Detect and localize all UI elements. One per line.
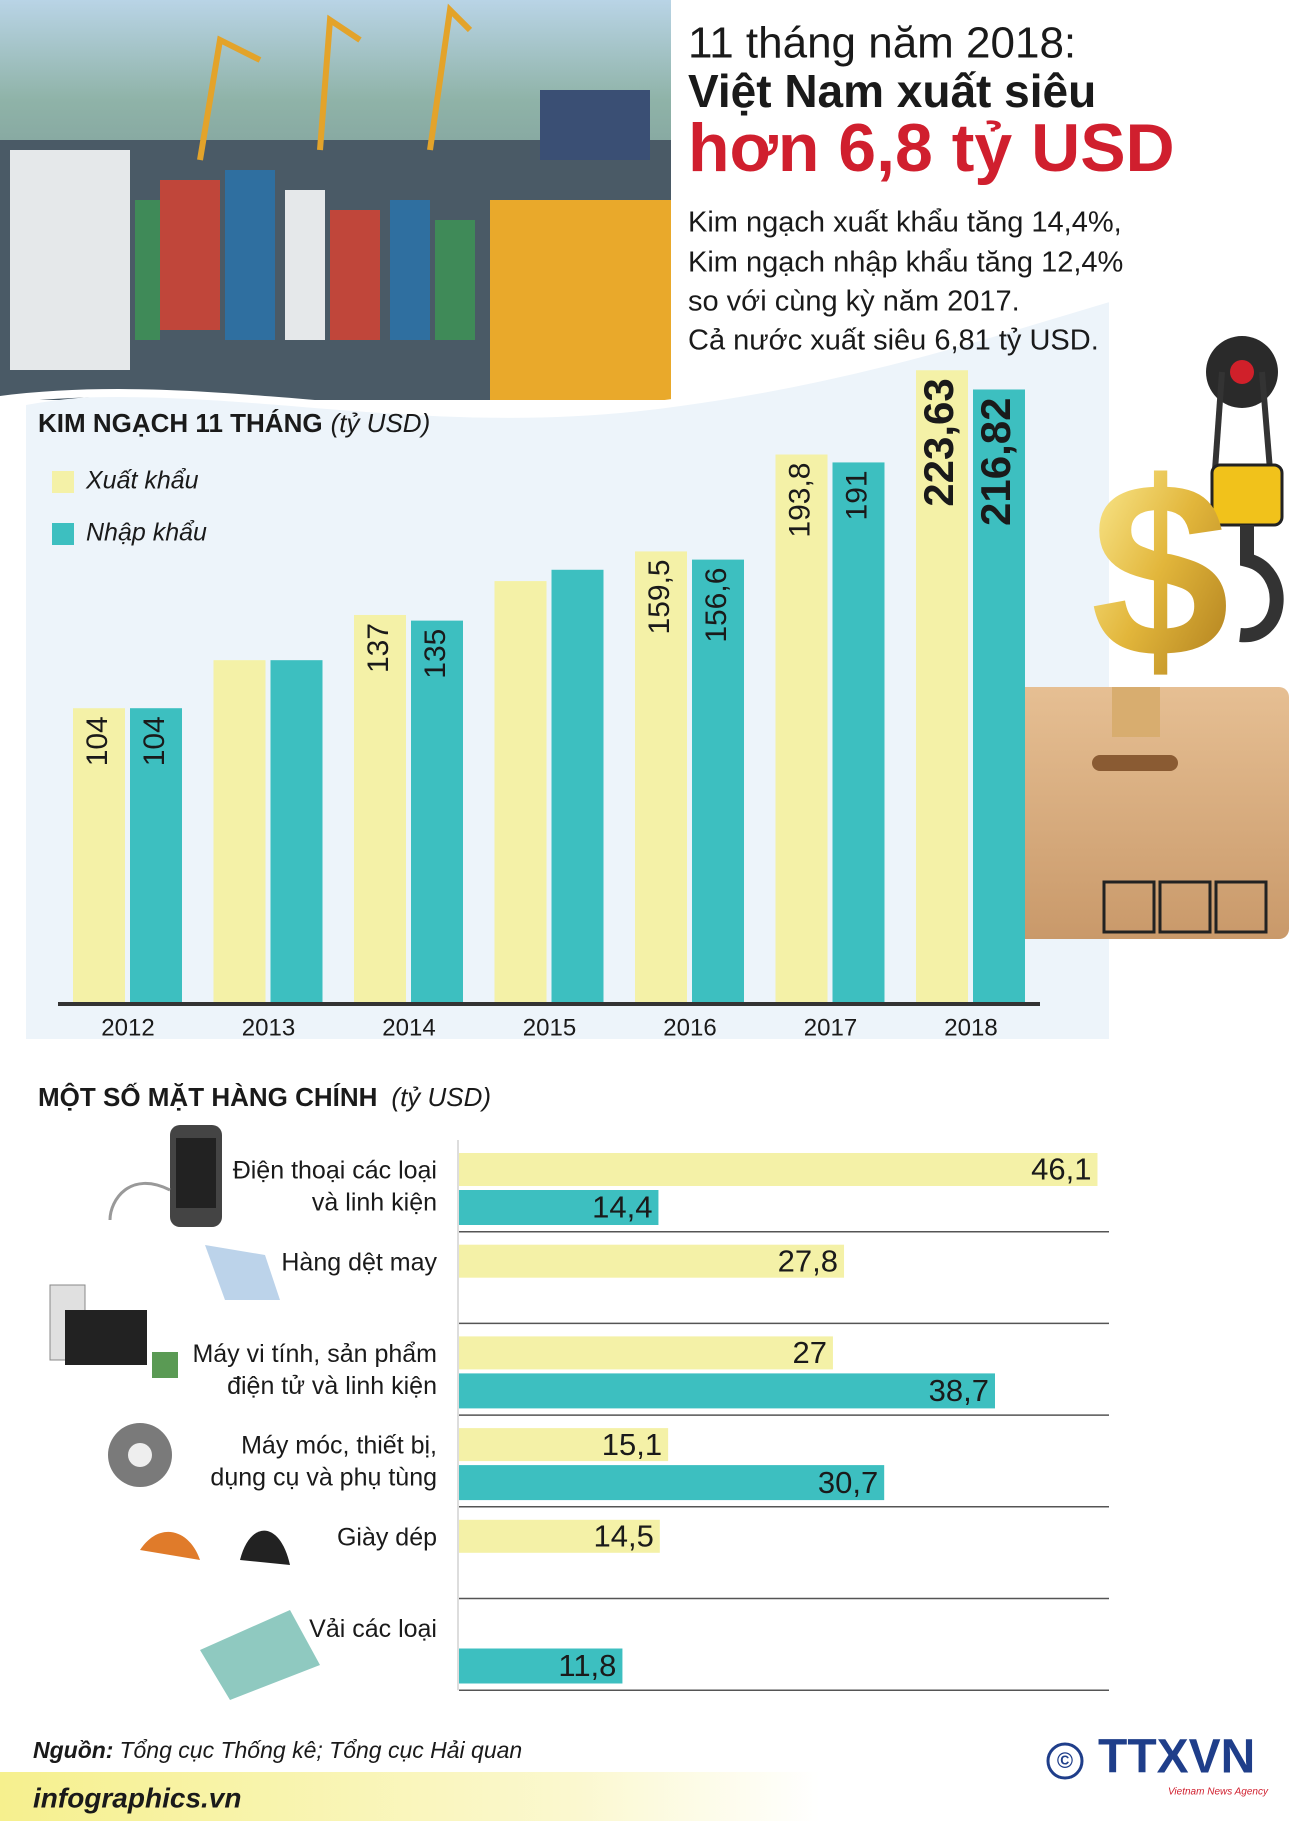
plot: 104 104 2012 2013 137 135 2014 2015 159,5 156,6 20…	[58, 370, 1109, 1691]
value-label: 27	[792, 1335, 826, 1370]
category-label: điện tử và linh kiện	[227, 1372, 437, 1400]
bar	[130, 708, 182, 1002]
chart-unit: (tỷ USD)	[391, 1082, 491, 1112]
bar	[73, 708, 125, 1002]
chart-title: KIM NGẠCH 11 THÁNG (tỷ USD)	[38, 408, 430, 438]
value-label: 14,4	[592, 1190, 652, 1225]
legend: Xuất khẩu Nhập khẩu	[52, 467, 207, 547]
value-label: 223,63	[915, 378, 962, 506]
category-label: dụng cụ và phụ tùng	[210, 1464, 437, 1492]
bar	[459, 1373, 995, 1409]
copyright: ©	[1057, 1748, 1073, 1773]
value-label: 14,5	[593, 1518, 653, 1553]
value-label: 137	[362, 623, 395, 673]
x-tick-label: 2018	[944, 1014, 997, 1041]
legend-swatch	[52, 523, 74, 545]
value-label: 30,7	[818, 1465, 878, 1500]
bar	[635, 551, 687, 1002]
title-highlight: hơn 6,8 tỷ USD	[688, 110, 1175, 186]
bar	[459, 1519, 660, 1553]
value-label: 156,6	[700, 568, 733, 643]
bar	[459, 1336, 833, 1370]
legend-swatch	[52, 471, 74, 493]
category-label: Điện thoại các loại	[233, 1157, 437, 1185]
legend-label: Nhập khẩu	[86, 519, 207, 547]
copyright-ring	[1046, 1742, 1084, 1780]
panel-edge	[0, 294, 1111, 418]
value-label: 11,8	[558, 1648, 616, 1683]
chart-title: MỘT SỐ MẶT HÀNG CHÍNH (tỷ USD)	[38, 1082, 491, 1112]
x-tick-label: 2013	[242, 1014, 295, 1041]
value-label: 216,82	[972, 397, 1019, 525]
website: infographics.vn	[33, 1782, 241, 1813]
bar	[494, 581, 547, 1002]
bar	[459, 1648, 623, 1684]
x-tick-label: 2017	[804, 1014, 857, 1041]
value-label: 38,7	[929, 1373, 989, 1408]
logo: TTXVN	[1098, 1731, 1255, 1784]
category-label: Giày dép	[337, 1523, 437, 1551]
description-line: Cả nước xuất siêu 6,81 tỷ USD.	[688, 325, 1099, 357]
source: Nguồn: Tổng cục Thống kê; Tổng cục Hải qu…	[33, 1737, 522, 1763]
bar	[459, 1153, 1098, 1186]
title-line: 11 tháng năm 2018:	[688, 19, 1076, 68]
category-label: Vải các loại	[309, 1615, 437, 1643]
x-tick-label: 2014	[382, 1014, 435, 1041]
x-tick-label: 2016	[663, 1014, 716, 1041]
bar	[411, 620, 463, 1002]
svg-text:$: $	[1090, 430, 1229, 709]
bar	[973, 389, 1025, 1002]
crane-illustration: $	[993, 336, 1289, 939]
source-text: Tổng cục Thống kê; Tổng cục Hải quan	[119, 1737, 522, 1763]
bar	[270, 660, 323, 1002]
title-line: Việt Nam xuất siêu	[688, 65, 1096, 117]
value-label: 193,8	[783, 463, 816, 538]
source-label: Nguồn:	[33, 1737, 113, 1763]
value-label: 27,8	[778, 1243, 838, 1278]
description-line: Kim ngạch xuất khẩu tăng 14,4%,	[688, 207, 1122, 239]
value-label: 191	[840, 470, 873, 520]
category-label: Hàng dệt may	[281, 1248, 437, 1276]
bar	[551, 569, 604, 1002]
value-label: 135	[419, 629, 452, 679]
category-label: và linh kiện	[312, 1189, 437, 1217]
port-photo	[0, 0, 671, 400]
value-label: 104	[138, 716, 171, 766]
value-label: 104	[81, 716, 114, 766]
bar	[354, 614, 406, 1002]
product-icons	[49, 1125, 320, 1700]
bar	[459, 1190, 659, 1225]
category-label: Máy vi tính, sản phẩm	[192, 1340, 437, 1368]
legend-label: Xuất khẩu	[85, 467, 199, 495]
bar	[459, 1465, 885, 1501]
bar	[213, 660, 266, 1002]
bar	[775, 454, 828, 1002]
chart-title-text: KIM NGẠCH 11 THÁNG	[38, 408, 323, 438]
chart-title-text: MỘT SỐ MẶT HÀNG CHÍNH	[38, 1082, 377, 1112]
bar	[459, 1244, 845, 1278]
value-label: 15,1	[602, 1427, 662, 1462]
agency: Vietnam News Agency	[1168, 1787, 1269, 1798]
bar	[832, 462, 885, 1002]
bar	[459, 1428, 669, 1462]
value-label: 159,5	[643, 559, 676, 634]
x-tick-label: 2012	[101, 1014, 154, 1041]
description-line: so với cùng kỳ năm 2017.	[688, 286, 1020, 318]
x-tick-label: 2015	[523, 1014, 576, 1041]
footer-band	[0, 1772, 820, 1821]
value-label: 46,1	[1031, 1152, 1091, 1187]
description-line: Kim ngạch nhập khẩu tăng 12,4%	[688, 247, 1123, 279]
bar	[916, 370, 968, 1002]
chart-unit: (tỷ USD)	[331, 408, 431, 438]
bar	[692, 559, 744, 1002]
category-label: Máy móc, thiết bị,	[241, 1432, 437, 1460]
